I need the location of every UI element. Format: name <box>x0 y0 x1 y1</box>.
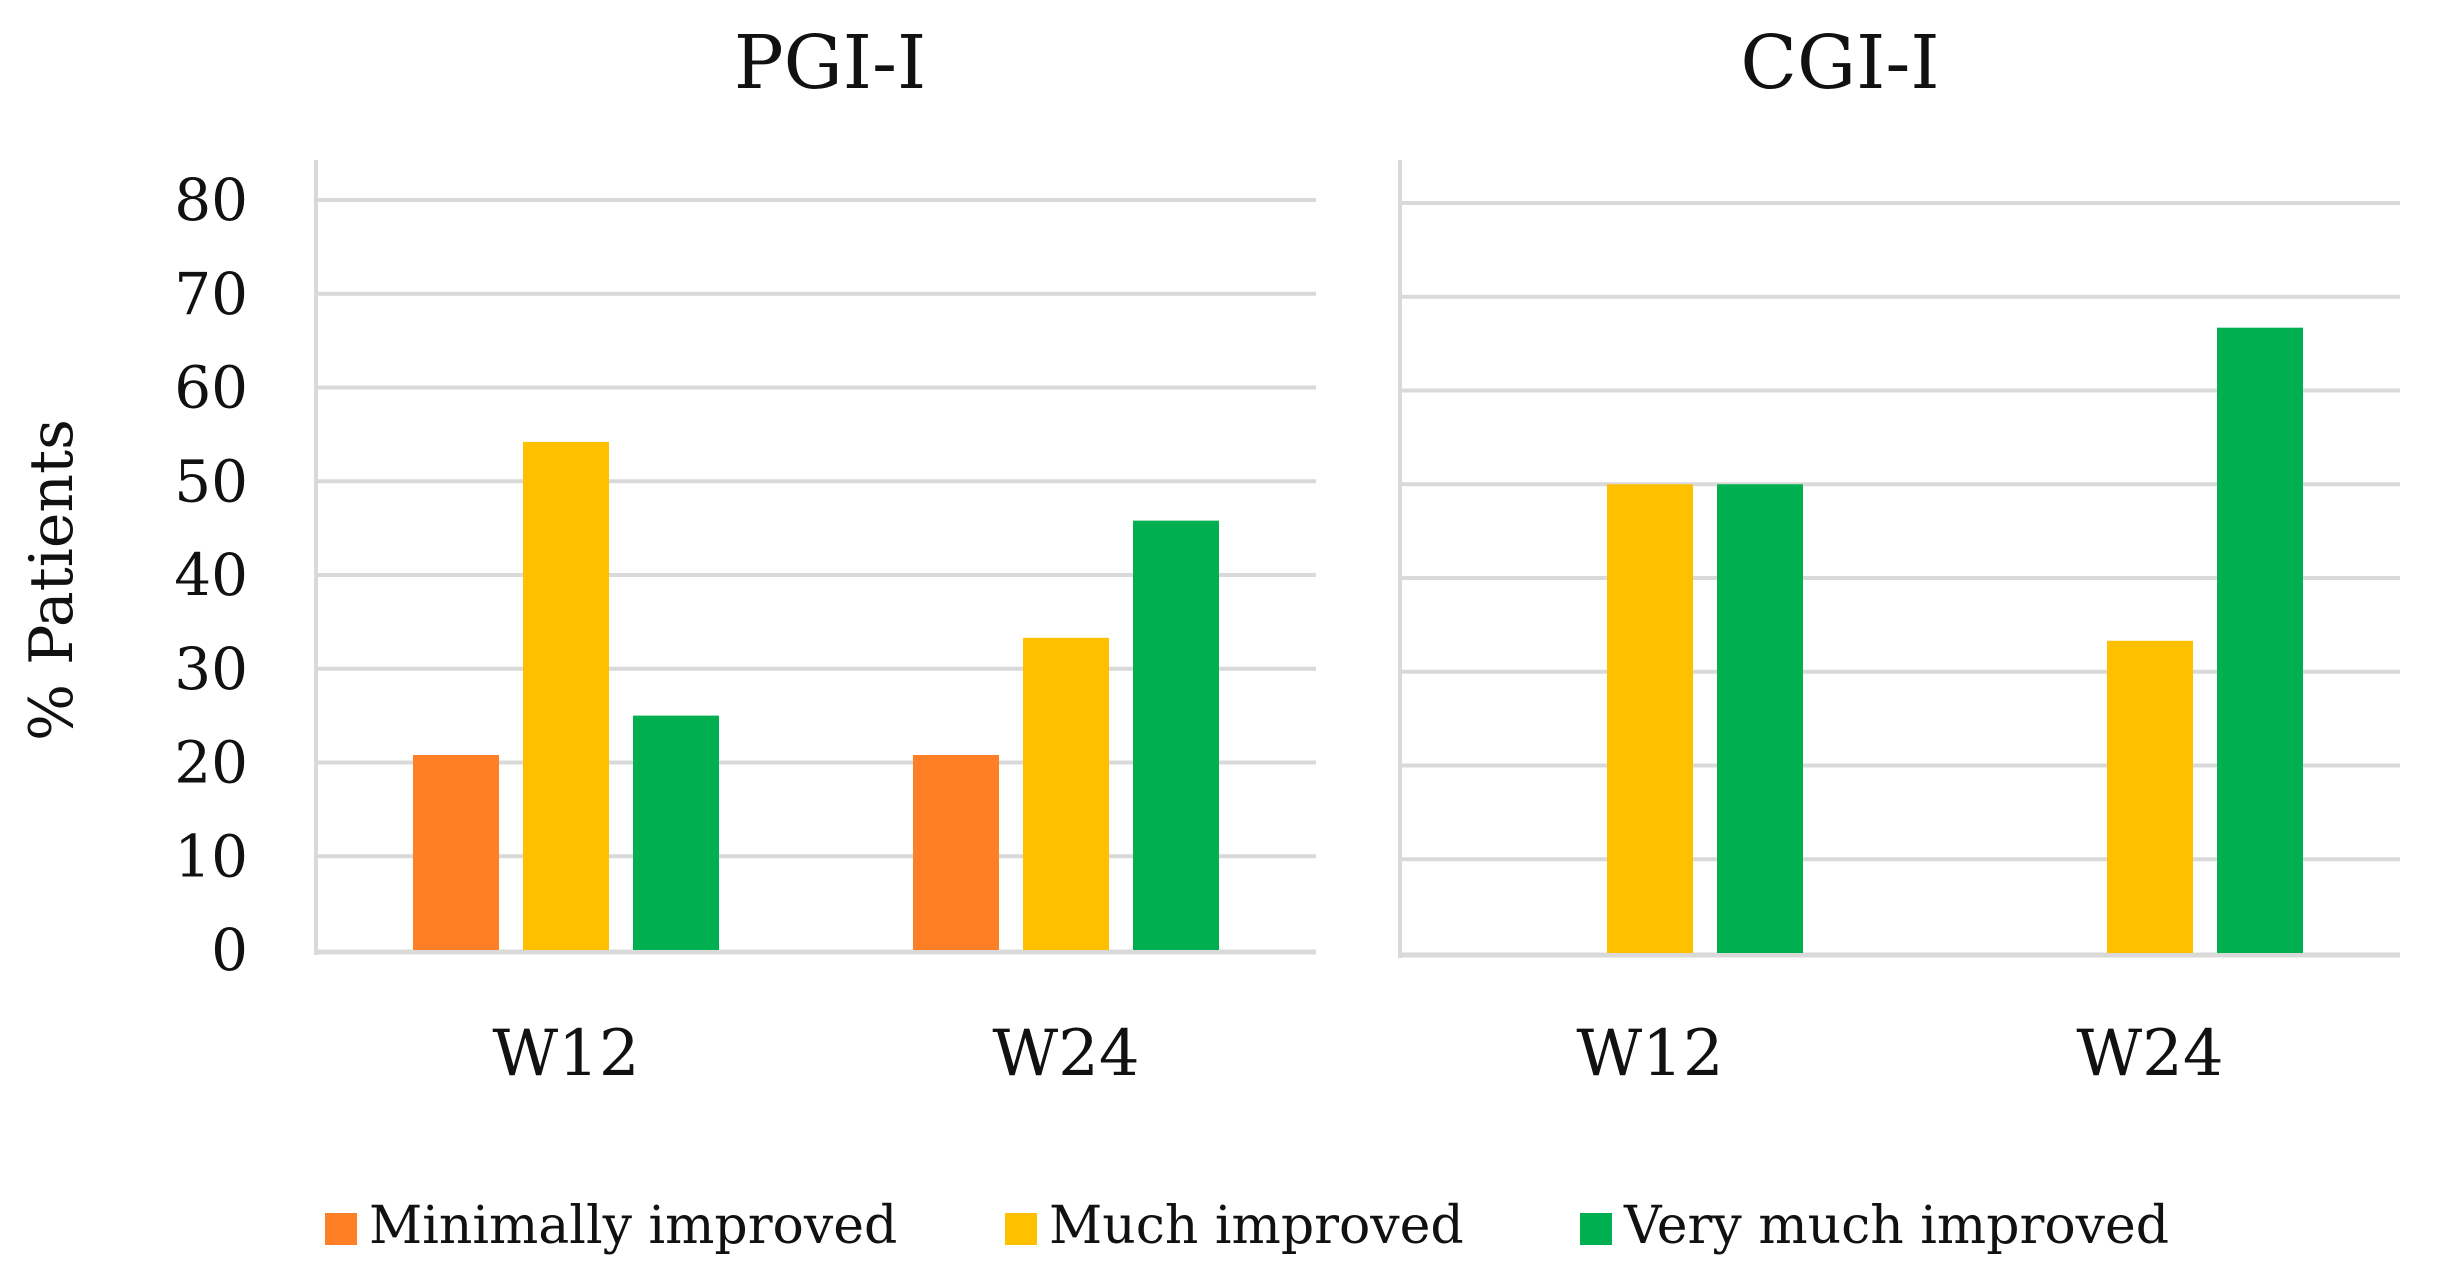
bar-minimally-improved-w24 <box>913 755 999 950</box>
legend-swatch-much-improved <box>1005 1213 1037 1245</box>
y-tick-label: 60 <box>174 354 248 422</box>
y-tick-label: 50 <box>174 447 248 515</box>
bar-minimally-improved-w12 <box>413 755 499 950</box>
legend-label: Much improved <box>1049 1196 1464 1256</box>
bar-very-much-improved-w24 <box>2217 327 2303 953</box>
legend-swatch-minimally-improved <box>325 1213 357 1245</box>
bar-much-improved-w24 <box>1023 637 1109 950</box>
bar-very-much-improved-w12 <box>633 715 719 950</box>
y-tick-label: 70 <box>174 260 248 328</box>
legend-label: Minimally improved <box>369 1196 897 1256</box>
x-tick-label: W24 <box>2076 1017 2223 1091</box>
y-tick-label: 80 <box>174 166 248 234</box>
y-tick-label: 10 <box>174 822 248 890</box>
bar-much-improved-w12 <box>523 441 609 950</box>
bar-very-much-improved-w24 <box>1133 520 1219 950</box>
bar-much-improved-w12 <box>1607 484 1693 953</box>
legend: Minimally improved Much improved Very much… <box>325 1196 2169 1256</box>
y-tick-label: 30 <box>174 635 248 703</box>
chart-panel-2: CGI-I W12 W24 <box>1398 20 2400 1091</box>
y-tick-label: 40 <box>174 541 248 609</box>
bar-very-much-improved-w12 <box>1717 484 1803 953</box>
x-tick-label: W24 <box>992 1017 1139 1091</box>
y-tick-label: 0 <box>211 916 248 984</box>
y-axis-label: % Patients <box>17 419 87 741</box>
y-tick-label: 20 <box>174 729 248 797</box>
legend-swatch-very-much-improved <box>1580 1213 1612 1245</box>
x-tick-label: W12 <box>492 1017 639 1091</box>
x-tick-label: W12 <box>1576 1017 1723 1091</box>
bar-much-improved-w24 <box>2107 640 2193 953</box>
chart-title: PGI-I <box>734 20 926 106</box>
chart-panel-1: 0 10 20 30 40 50 60 70 80 PGI-I W12 W24 <box>174 20 1316 1091</box>
legend-label: Very much improved <box>1623 1196 2169 1256</box>
chart-title: CGI-I <box>1740 20 1939 106</box>
